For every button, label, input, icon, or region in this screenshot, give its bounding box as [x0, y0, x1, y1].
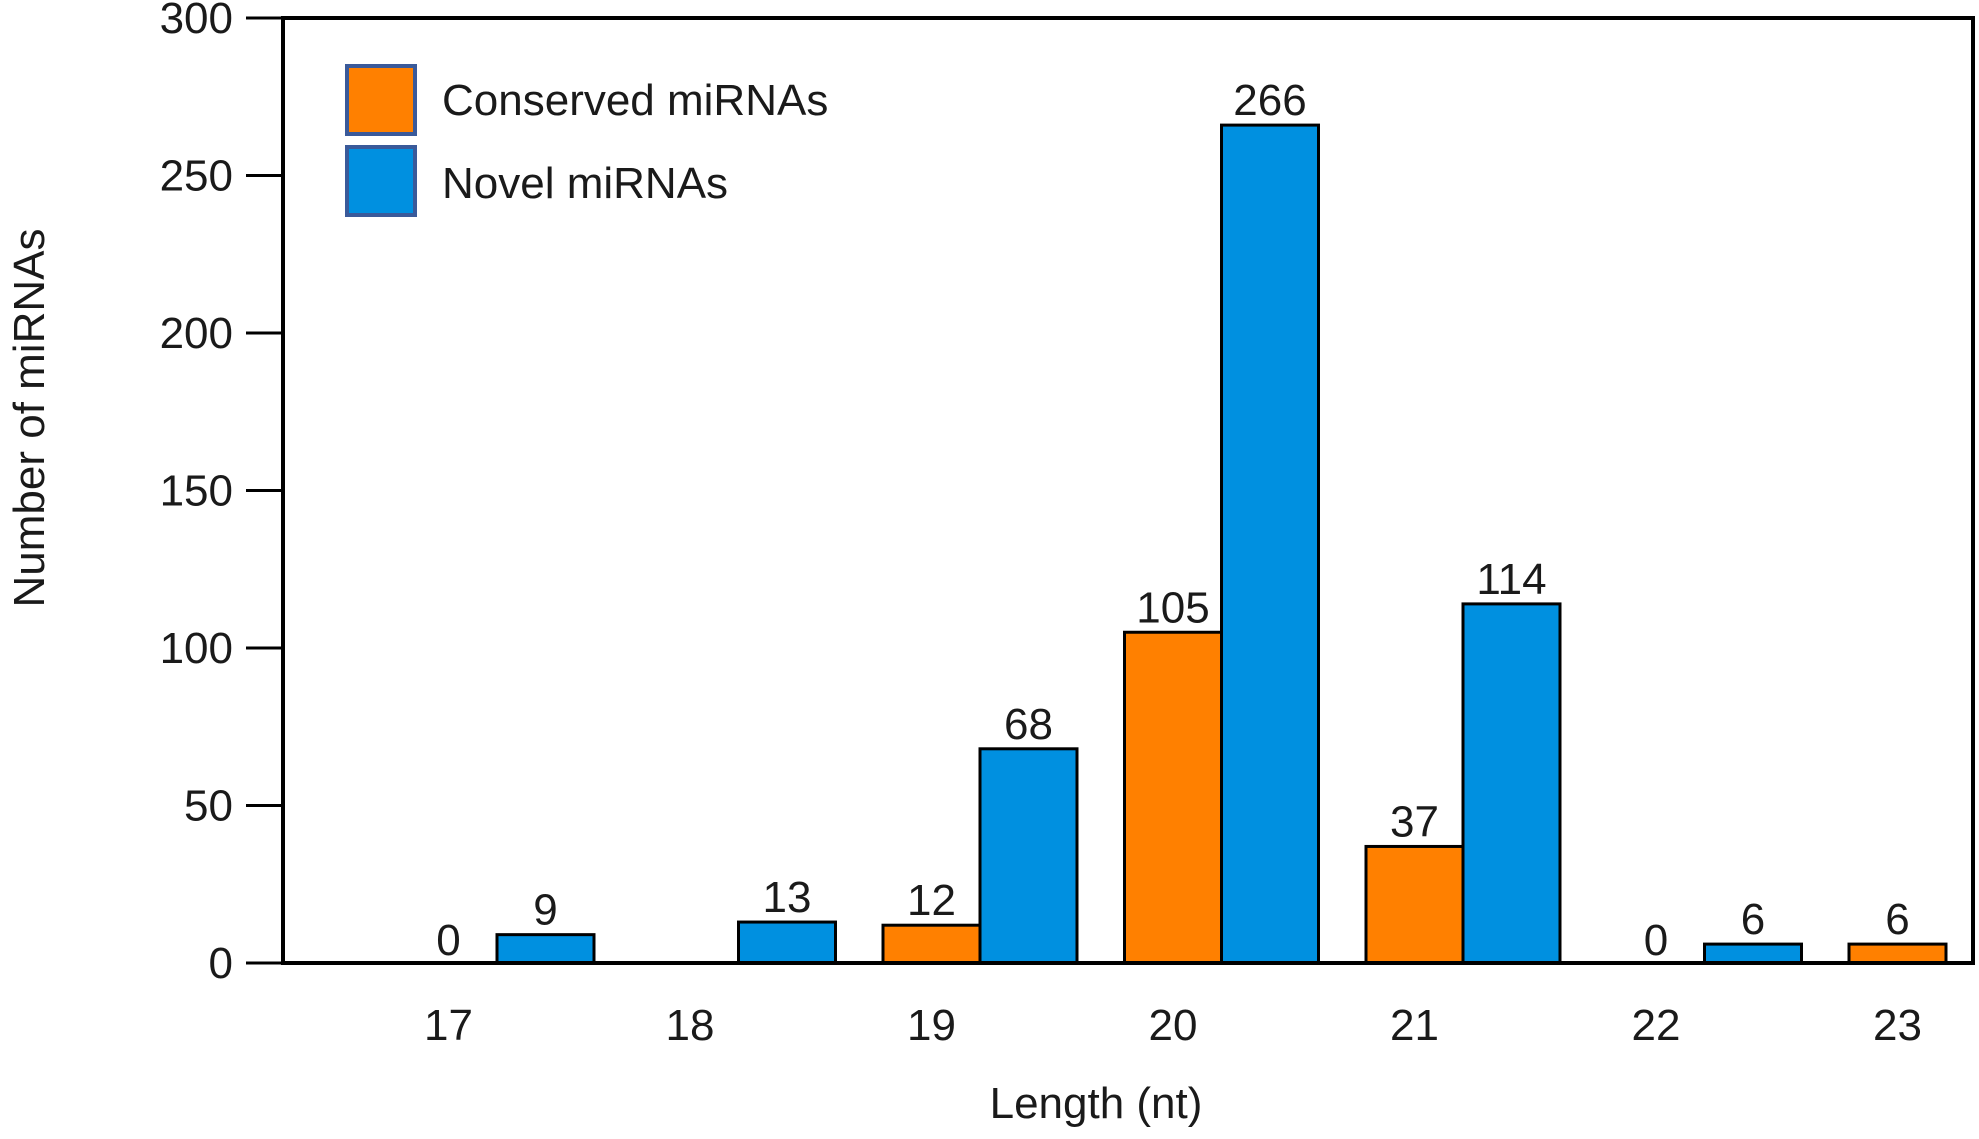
bar-novel-mirnas-20: [1220, 123, 1320, 965]
data-label: 266: [1233, 76, 1306, 125]
legend-label: Novel miRNAs: [442, 159, 728, 208]
data-label: 9: [533, 886, 557, 935]
y-tick-label: 300: [160, 0, 233, 43]
data-label: 6: [1885, 895, 1909, 944]
data-label: 0: [1644, 916, 1668, 965]
bar-novel-mirnas-17: [495, 933, 596, 965]
x-tick-label: 20: [1149, 1001, 1198, 1050]
y-axis-title: Number of miRNAs: [5, 229, 54, 608]
x-tick-label: 18: [666, 1001, 715, 1050]
data-label: 114: [1476, 555, 1546, 604]
data-label: 13: [763, 873, 812, 922]
y-tick-label: 150: [160, 467, 233, 516]
legend-label: Conserved miRNAs: [442, 76, 828, 125]
x-tick-label: 22: [1632, 1001, 1681, 1050]
bars-layer: [495, 123, 1948, 965]
y-tick-label: 50: [184, 782, 233, 831]
y-tick-label: 250: [160, 152, 233, 201]
bar-novel-mirnas-19: [978, 747, 1079, 965]
data-label: 12: [907, 876, 956, 925]
bar-conserved-mirnas-19: [881, 923, 982, 965]
x-tick-label: 19: [907, 1001, 956, 1050]
y-tick-label: 0: [209, 939, 233, 988]
bar-novel-mirnas-21: [1461, 602, 1562, 965]
data-label: 6: [1741, 895, 1765, 944]
data-label: 37: [1390, 797, 1439, 846]
bar-novel-mirnas-18: [737, 920, 837, 965]
x-tick-label: 17: [424, 1001, 473, 1050]
data-label: 0: [436, 916, 460, 965]
y-tick-label: 100: [160, 624, 233, 673]
x-axis: 17 18 19 20 21 22 23: [424, 1001, 1922, 1050]
bar-conserved-mirnas-20: [1123, 630, 1223, 965]
x-tick-label: 21: [1390, 1001, 1439, 1050]
x-axis-title: Length (nt): [990, 1079, 1203, 1128]
data-label: 68: [1004, 700, 1053, 749]
legend-swatch-conserved-mirnas: [345, 64, 417, 136]
y-tick-label: 200: [160, 309, 233, 358]
bar-conserved-mirnas-23: [1847, 942, 1948, 965]
legend: Conserved miRNAs Novel miRNAs: [345, 64, 828, 217]
bar-novel-mirnas-22: [1703, 942, 1803, 965]
bar-conserved-mirnas-21: [1364, 844, 1465, 965]
data-label: 105: [1136, 583, 1209, 632]
x-tick-label: 23: [1873, 1001, 1922, 1050]
legend-swatch-novel-mirnas: [345, 145, 417, 217]
y-axis: 0 50 100 150 200 250 300: [160, 0, 283, 988]
